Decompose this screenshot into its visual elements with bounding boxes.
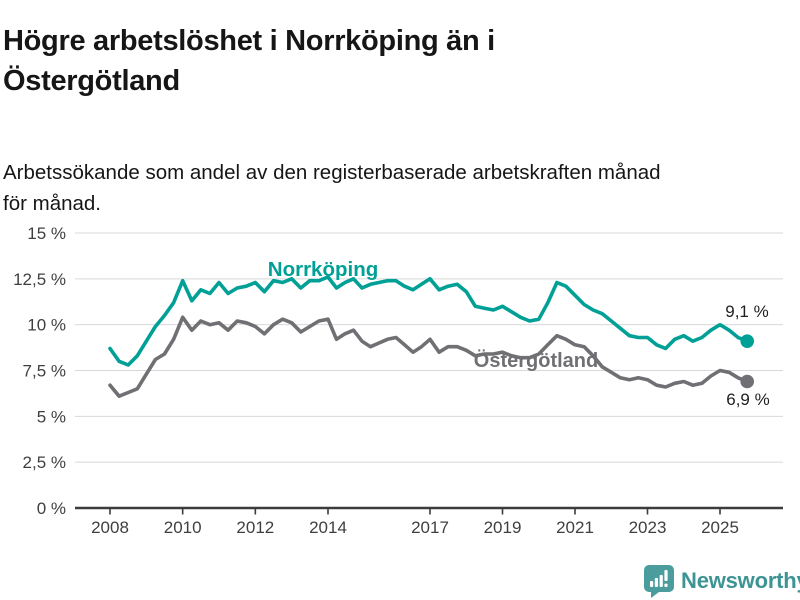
x-axis-tick-label: 2025: [701, 518, 739, 537]
series-label-0: Norrköping: [268, 258, 378, 281]
unemployment-line-chart: 0 % 2,5 % 5 % 7,5 % 10 % 12,5 % 15 % 2008 2010 20…: [13, 224, 783, 537]
series-end-dot-0: [740, 334, 754, 348]
page-title-line2: Östergötland: [3, 65, 180, 98]
series-line-0: [108, 275, 750, 367]
x-axis-tick-label: 2023: [629, 518, 667, 537]
y-axis-tick-label: 5 %: [37, 407, 66, 426]
y-axis-tick-label: 12,5 %: [13, 270, 66, 289]
chart-subtitle-line1: Arbetssökande som andel av den registerb…: [3, 160, 661, 184]
x-axis-tick-label: 2017: [411, 518, 449, 537]
x-axis-tick-label: 2021: [556, 518, 594, 537]
y-axis-tick-label: 0 %: [37, 499, 66, 518]
x-axis-tick-label: 2012: [236, 518, 274, 537]
series-end-value-label-1: 6,9 %: [726, 390, 769, 409]
series-end-value-label-0: 9,1 %: [725, 302, 768, 321]
y-axis-tick-label: 7,5 %: [23, 362, 66, 381]
series-label-1: Östergötland: [474, 349, 598, 372]
y-axis-tick-label: 10 %: [27, 316, 66, 335]
chart-subtitle: Arbetssökande som andel av den registerb…: [3, 157, 793, 219]
x-axis-tick-label: 2014: [309, 518, 347, 537]
x-axis-tick-label: 2019: [484, 518, 522, 537]
y-axis-tick-label: 15 %: [27, 224, 66, 243]
y-axis-tick-label: 2,5 %: [23, 453, 66, 472]
x-axis-tick-label: 2010: [164, 518, 202, 537]
chart-area: 0 % 2,5 % 5 % 7,5 % 10 % 12,5 % 15 % 2008 2010 20…: [0, 215, 800, 560]
series-line-1: [108, 315, 750, 398]
series-end-dot-1: [740, 374, 754, 389]
chart-subtitle-line2: för månad.: [3, 191, 101, 215]
brand-footer: Newsworthy: [644, 564, 800, 598]
speech-bubble-shape: [644, 564, 674, 598]
page-title-line1: Högre arbetslöshet i Norrköping än i: [3, 25, 495, 58]
newsworthy-logo-icon: [644, 564, 674, 598]
x-axis-tick-label: 2008: [91, 518, 129, 537]
brand-name: Newsworthy: [681, 568, 800, 593]
page-title: Högre arbetslöshet i Norrköping än i Öste…: [3, 21, 703, 101]
logo-bars: [650, 569, 668, 587]
